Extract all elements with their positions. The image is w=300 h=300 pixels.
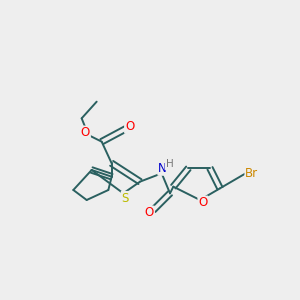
Text: H: H (166, 159, 173, 169)
Text: S: S (122, 192, 129, 205)
Text: O: O (81, 127, 90, 140)
Text: O: O (145, 206, 154, 220)
Text: O: O (125, 120, 134, 133)
Text: Br: Br (245, 167, 259, 180)
Text: N: N (158, 162, 167, 175)
Text: O: O (198, 196, 208, 209)
